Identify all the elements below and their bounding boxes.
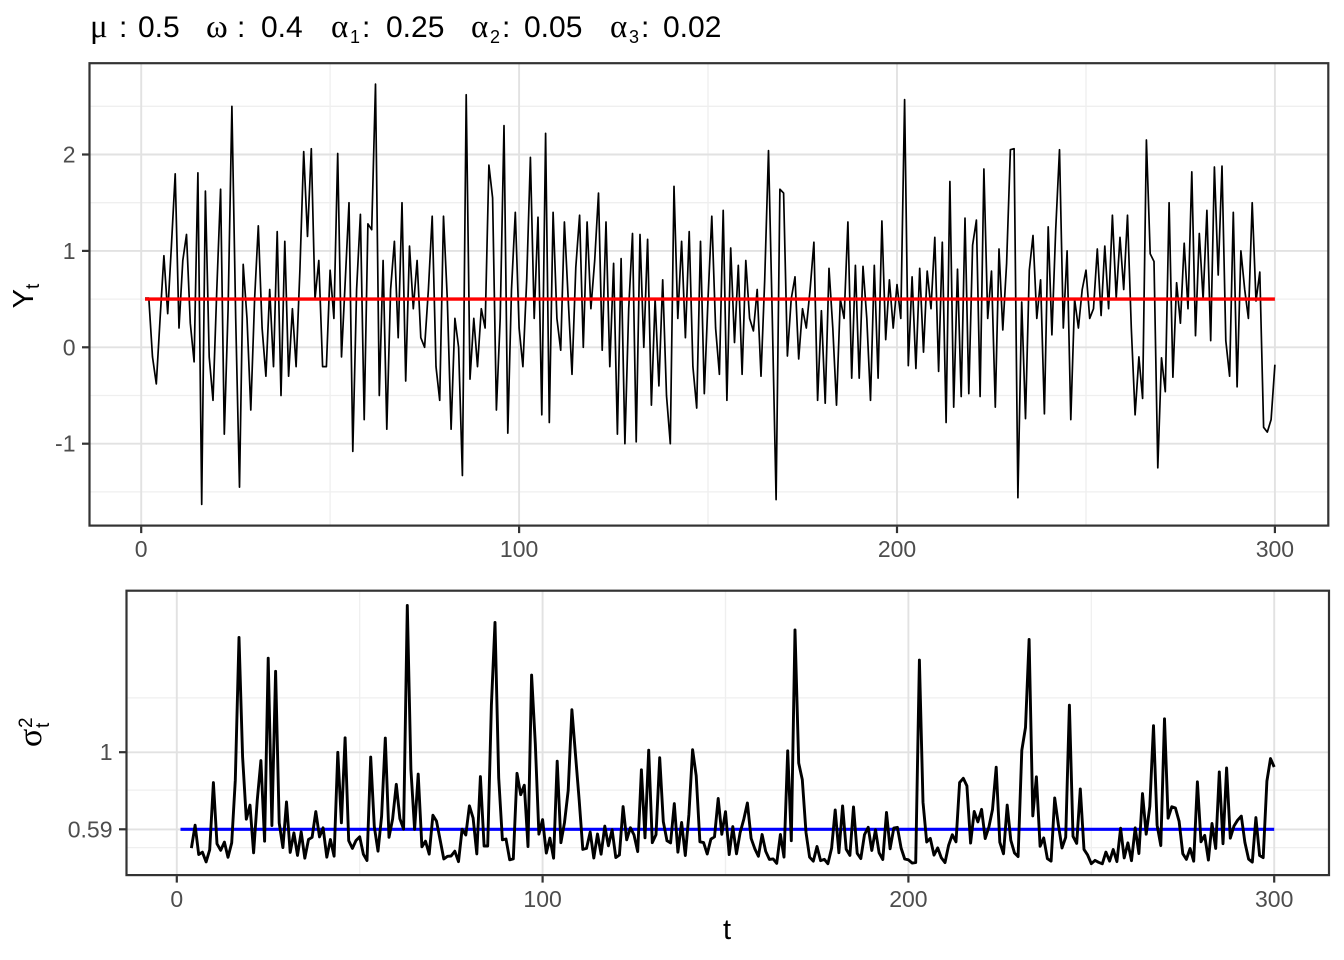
svg-text:α: α	[610, 9, 627, 45]
svg-text::: :	[237, 11, 245, 44]
svg-text:0.02: 0.02	[663, 11, 721, 44]
svg-text:μ: μ	[90, 9, 108, 45]
svg-text:0.25: 0.25	[386, 11, 444, 44]
svg-text:100: 100	[523, 886, 561, 912]
svg-text:0: 0	[63, 334, 76, 360]
svg-text:2: 2	[490, 27, 500, 47]
svg-text:2: 2	[63, 142, 76, 168]
svg-text:300: 300	[1256, 536, 1294, 562]
svg-text:ω: ω	[206, 9, 228, 45]
svg-text::: :	[502, 11, 510, 44]
svg-text:1: 1	[350, 27, 360, 47]
svg-text:t: t	[33, 722, 54, 728]
svg-text:0.5: 0.5	[138, 11, 180, 44]
svg-text:Yt: Yt	[8, 283, 44, 308]
svg-text:1: 1	[100, 739, 113, 765]
svg-text:α: α	[331, 9, 348, 45]
svg-text::: :	[362, 11, 370, 44]
svg-text:σ: σ	[12, 729, 49, 747]
svg-text:0.4: 0.4	[261, 11, 303, 44]
svg-text:0.59: 0.59	[68, 816, 113, 842]
svg-text:100: 100	[500, 536, 538, 562]
svg-text:200: 200	[878, 536, 916, 562]
svg-text::: :	[641, 11, 649, 44]
svg-text:0: 0	[170, 886, 183, 912]
svg-text:0.05: 0.05	[524, 11, 582, 44]
svg-text:α: α	[471, 9, 488, 45]
svg-text:1: 1	[63, 238, 76, 264]
svg-text:t: t	[723, 914, 731, 946]
svg-text:3: 3	[629, 27, 639, 47]
svg-text:0: 0	[135, 536, 148, 562]
svg-text:300: 300	[1255, 886, 1293, 912]
svg-text::: :	[119, 11, 127, 44]
svg-text:2: 2	[16, 717, 37, 728]
svg-text:-1: -1	[55, 431, 75, 457]
svg-text:200: 200	[889, 886, 927, 912]
